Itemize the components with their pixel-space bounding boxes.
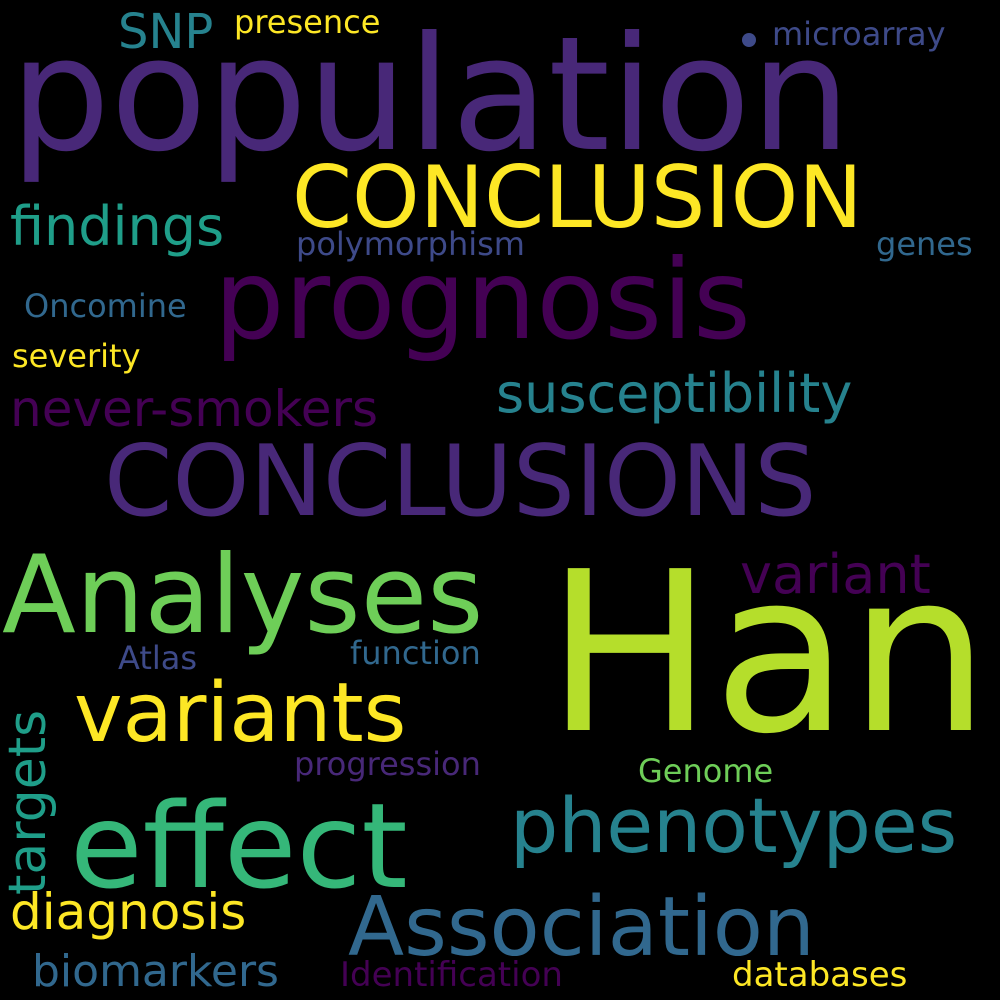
- word-diagnosis: diagnosis: [10, 883, 247, 941]
- word-genome: Genome: [638, 752, 774, 790]
- word-biomarkers: biomarkers: [32, 946, 279, 997]
- word-phenotypes: phenotypes: [510, 781, 958, 870]
- word-presence: presence: [234, 3, 381, 41]
- word-polymorphism: polymorphism: [296, 225, 525, 263]
- word-atlas: Atlas: [118, 639, 198, 677]
- word-targets: targets: [0, 709, 58, 895]
- word-population: population: [10, 3, 851, 187]
- word-identification: Identification: [340, 955, 563, 995]
- word-oncomine: Oncomine: [24, 287, 187, 325]
- word-association: Association: [348, 880, 815, 975]
- word-analyses: Analyses: [2, 533, 484, 658]
- dot-mark: [742, 33, 756, 47]
- word-variant: variant: [740, 543, 931, 606]
- word-han: Han: [546, 525, 990, 783]
- word-conclusion: CONCLUSION: [292, 148, 863, 248]
- word-susceptibility: susceptibility: [496, 362, 853, 425]
- word-function: function: [350, 634, 481, 672]
- word-variants: variants: [74, 666, 407, 761]
- word-effect: effect: [70, 777, 408, 915]
- word-findings: findings: [10, 195, 225, 258]
- word-genes: genes: [876, 225, 973, 263]
- word-progression: progression: [294, 745, 481, 783]
- word-prognosis: prognosis: [214, 236, 751, 365]
- word-microarray: microarray: [772, 15, 946, 53]
- word-snp: SNP: [118, 4, 214, 60]
- word-severity: severity: [12, 337, 141, 375]
- word-conclusions: CONCLUSIONS: [104, 425, 817, 539]
- word-never-smokers: never-smokers: [10, 380, 379, 438]
- word-databases: databases: [732, 955, 908, 995]
